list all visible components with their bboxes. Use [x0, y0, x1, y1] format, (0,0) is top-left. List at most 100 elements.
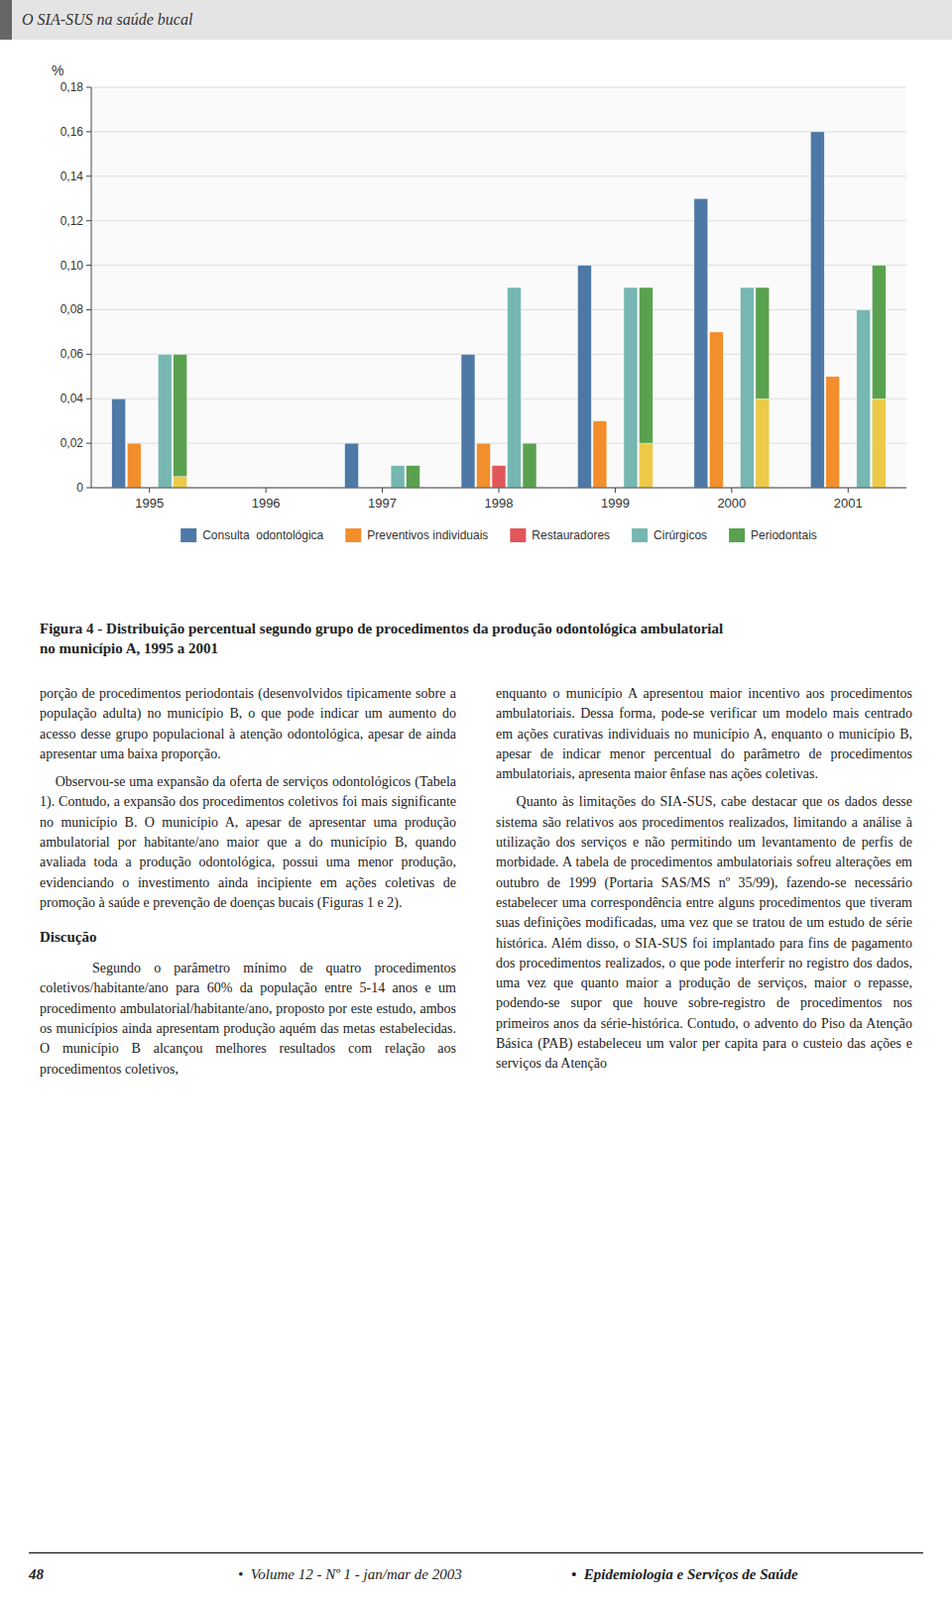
y-tick — [86, 220, 92, 222]
overlay-bar — [755, 398, 770, 488]
x-tick-label: 2001 — [833, 495, 863, 511]
body-right: enquanto o município A apresentou maior … — [495, 684, 913, 1083]
paragraph: porção de procedimentos periodontais (de… — [39, 684, 457, 765]
footer-text: 48 — [28, 1566, 44, 1584]
section-heading: Discução — [39, 927, 457, 950]
bar — [522, 443, 537, 488]
y-tick-label: 0,10 — [60, 258, 85, 273]
bar — [593, 421, 607, 488]
x-tick — [847, 487, 849, 493]
legend-item: Preventivos individuais — [345, 528, 488, 543]
y-tick — [86, 87, 92, 89]
legend-item: Consulta odontológica — [180, 528, 324, 543]
x-tick — [614, 487, 616, 493]
legend: Consulta odontológica Preventivos individ… — [180, 528, 818, 543]
grid-line — [91, 264, 907, 266]
figure-caption: Figura 4 - Distribuição percentual segun… — [39, 618, 913, 660]
y-tick-label: 0,14 — [60, 169, 85, 184]
bar — [577, 265, 592, 488]
x-tick — [265, 487, 267, 493]
legend-item: Restauradores — [509, 528, 610, 543]
y-tick — [86, 175, 92, 177]
x-tick-label: 1999 — [600, 495, 630, 511]
legend-swatch — [631, 528, 648, 543]
paragraph: Segundo o parâmetro mínimo de quatro pro… — [39, 958, 457, 1080]
paragraph: Quanto às limitações do SIA-SUS, cabe de… — [495, 792, 913, 1074]
y-tick-label: 0,18 — [60, 80, 85, 95]
x-tick-label: 2000 — [716, 495, 746, 511]
y-tick-label: 0,16 — [60, 124, 85, 139]
bar — [173, 354, 188, 488]
legend-swatch — [728, 528, 745, 543]
overlay-bar — [638, 443, 653, 488]
footer-text: • Epidemiologia e Serviços de Saúde — [571, 1566, 799, 1584]
y-tick — [86, 443, 92, 445]
bar — [461, 354, 476, 488]
paragraph: Observou-se uma expansão da oferta de se… — [39, 772, 457, 914]
bar — [406, 466, 421, 488]
bar — [871, 265, 886, 488]
x-tick — [730, 487, 732, 493]
y-tick — [86, 264, 92, 266]
paragraph: enquanto o município A apresentou maior … — [495, 684, 913, 785]
header-stripe: O SIA-SUS na saúde bucal — [0, 0, 952, 40]
y-axis-label: % — [51, 62, 64, 79]
grid-line — [91, 443, 907, 445]
legend-label: Cirúrgicos — [653, 528, 708, 543]
bar — [810, 131, 825, 488]
chart: 00,020,040,060,080,100,120,140,160,18%19… — [29, 51, 923, 607]
legend-label: Restauradores — [531, 528, 610, 543]
body-left: porção de procedimentos periodontais (de… — [39, 684, 457, 1088]
legend-item: Periodontais — [728, 528, 818, 543]
grid-line — [91, 175, 907, 177]
y-tick-label: 0,04 — [60, 391, 85, 406]
grid-line — [91, 87, 907, 89]
x-tick — [498, 487, 500, 493]
y-axis — [91, 87, 93, 488]
y-tick-label: 0,02 — [60, 436, 85, 451]
y-tick-label: 0 — [76, 480, 84, 495]
legend-label: Periodontais — [750, 528, 818, 543]
chart-svg: 00,020,040,060,080,100,120,140,160,18%19… — [29, 51, 923, 607]
y-tick-label: 0,08 — [60, 302, 85, 317]
bars — [112, 131, 887, 488]
bar — [694, 198, 709, 488]
footer-rule — [28, 1552, 924, 1554]
y-tick — [86, 130, 92, 132]
legend-swatch — [345, 528, 361, 543]
bar — [739, 287, 754, 488]
plot-background — [91, 87, 907, 488]
grid-line — [91, 354, 907, 356]
footer-text: • Volume 12 - Nº 1 - jan/mar de 2003 — [238, 1566, 463, 1584]
bar — [826, 376, 840, 488]
y-tick — [86, 398, 92, 400]
x-tick — [381, 487, 383, 493]
bar — [476, 443, 491, 488]
bar — [390, 466, 405, 488]
grid-line — [91, 309, 907, 311]
y-tick — [86, 354, 92, 356]
legend-item: Cirúrgicos — [631, 528, 708, 543]
overlay-bar — [871, 398, 886, 488]
x-tick-label: 1996 — [251, 495, 281, 511]
bar — [112, 398, 126, 488]
legend-label: Preventivos individuais — [366, 528, 488, 543]
legend-swatch — [509, 528, 526, 543]
grid-line — [91, 130, 907, 132]
legend-swatch — [180, 528, 197, 543]
legend-label: Consulta odontológica — [202, 528, 324, 543]
overlay-bar — [173, 476, 188, 488]
bar — [638, 287, 653, 488]
x-tick-label: 1997 — [367, 495, 397, 511]
x-tick-label: 1995 — [134, 495, 164, 511]
y-tick — [86, 309, 92, 311]
x-tick — [148, 487, 150, 493]
bar — [709, 332, 723, 488]
bar — [126, 443, 141, 488]
bar — [157, 354, 172, 488]
grid-line — [91, 398, 907, 400]
header-text: O SIA-SUS na saúde bucal — [21, 0, 193, 40]
bar — [856, 309, 871, 488]
bar — [345, 443, 359, 488]
bar — [623, 287, 638, 488]
